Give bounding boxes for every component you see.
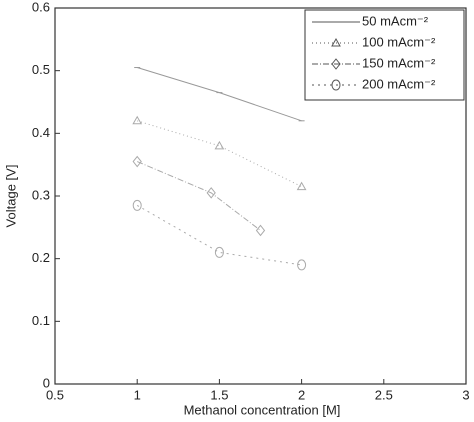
x-tick-label: 2 [298, 387, 305, 402]
series-line [136, 204, 302, 266]
series-line [137, 67, 302, 122]
x-tick-label: 1 [134, 387, 141, 402]
x-tick-label: 2.5 [375, 387, 393, 402]
legend-label: 50 mAcm⁻² [362, 13, 429, 28]
point-marker [296, 181, 307, 191]
point-marker [132, 155, 142, 168]
legend-label: 150 mAcm⁻² [362, 55, 436, 70]
y-axis-label: Voltage [V] [3, 165, 18, 228]
y-tick-label: 0.4 [32, 125, 50, 140]
legend-marker [331, 58, 341, 70]
y-tick-label: 0.3 [32, 187, 50, 202]
y-tick-label: 0.1 [32, 313, 50, 328]
series-line [137, 161, 261, 231]
x-tick-label: 3 [462, 387, 469, 402]
y-tick-label: 0.2 [32, 250, 50, 265]
point-marker [214, 246, 224, 258]
legend-marker [331, 37, 341, 47]
point-marker [132, 115, 143, 125]
legend-label: 200 mAcm⁻² [362, 76, 436, 91]
y-tick-label: 0 [43, 375, 50, 390]
point-marker [214, 140, 225, 150]
y-tick-label: 0.5 [32, 62, 50, 77]
point-marker [297, 259, 307, 271]
legend-marker [331, 79, 341, 91]
point-marker [206, 187, 216, 199]
x-tick-label: 0.5 [46, 387, 64, 402]
x-tick-label: 1.5 [210, 387, 228, 402]
point-marker [255, 224, 266, 237]
x-axis-label: Methanol concentration [M] [184, 402, 341, 417]
y-tick-label: 0.6 [32, 0, 50, 14]
point-marker [132, 199, 142, 211]
series-line [137, 120, 302, 188]
legend-label: 100 mAcm⁻² [362, 34, 436, 49]
